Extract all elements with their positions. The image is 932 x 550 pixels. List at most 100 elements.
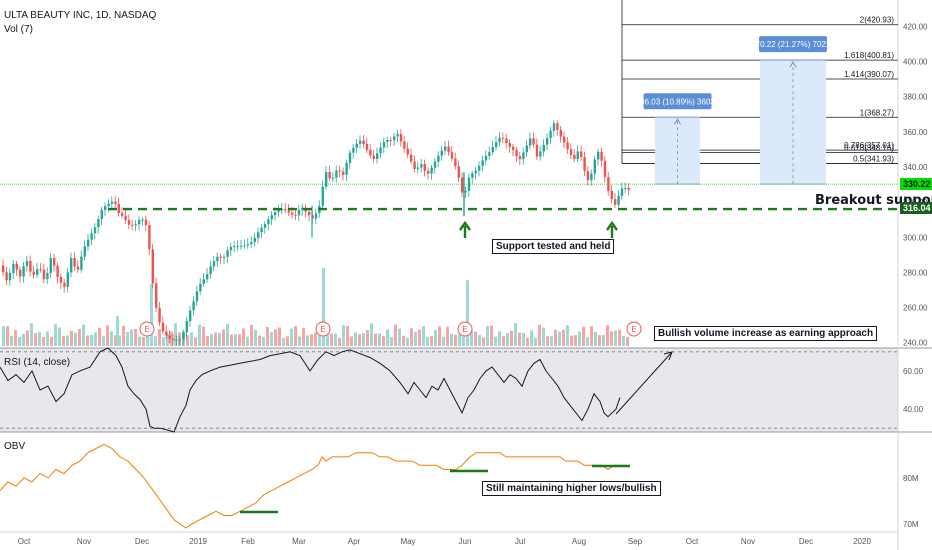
candle-body — [117, 204, 120, 214]
volume-bar — [374, 333, 377, 346]
candle-body — [321, 186, 324, 206]
candle-body — [158, 307, 161, 323]
volume-bar — [414, 331, 417, 346]
volume-bar — [578, 331, 581, 346]
candle-body — [42, 269, 46, 280]
fibonacci-level-label: 1.618(400.81) — [844, 51, 894, 60]
candle-body — [104, 206, 107, 210]
candle-body — [478, 165, 481, 171]
volume-bar — [554, 329, 557, 346]
volume-bar — [162, 337, 165, 346]
candle-body — [76, 266, 80, 270]
volume-bar — [310, 334, 313, 346]
candle-body — [331, 177, 335, 179]
volume-bar — [206, 336, 209, 346]
candle-body — [345, 162, 348, 175]
time-tick-label: 2020 — [853, 537, 871, 546]
candle-body — [63, 282, 66, 287]
candle-body — [515, 150, 518, 157]
volume-bar — [518, 332, 521, 346]
volume-bar — [498, 331, 501, 346]
obv-tick-label: 70M — [903, 520, 919, 529]
volume-bar — [354, 332, 357, 346]
rsi-indicator-label: RSI (14, close) — [4, 357, 71, 368]
volume-bar — [82, 324, 85, 346]
price-tick-label: 340.00 — [903, 163, 928, 172]
candle-body — [236, 245, 239, 247]
volume-bar — [582, 326, 585, 346]
volume-bar — [474, 331, 477, 346]
volume-bar — [486, 325, 489, 346]
candle-body — [525, 145, 528, 153]
volume-bar — [390, 337, 393, 346]
candle-body — [389, 139, 392, 141]
candle-body — [559, 129, 562, 137]
candle-body — [359, 140, 362, 144]
candle-body — [229, 246, 233, 251]
volume-bar — [386, 329, 389, 346]
candle-body — [386, 139, 389, 142]
target-label-box — [759, 36, 827, 53]
volume-bar — [306, 335, 309, 346]
candle-body — [563, 136, 566, 143]
obv-note[interactable]: Still maintaining higher lows/bullish — [482, 481, 661, 496]
volume-bar — [190, 332, 193, 346]
candle-body — [301, 207, 304, 210]
volume-bar — [250, 324, 253, 346]
candle-body — [556, 123, 559, 130]
candle-body — [495, 142, 498, 148]
volume-bar — [402, 335, 405, 346]
volume-bar — [270, 331, 273, 346]
candle-body — [532, 138, 535, 145]
rsi-trend-arrow-head — [663, 351, 673, 361]
time-tick-label: Nov — [77, 537, 91, 546]
volume-bar — [522, 332, 525, 346]
price-tick-label: 420.00 — [903, 22, 928, 31]
candle-body — [338, 170, 341, 172]
candle-body — [141, 219, 144, 221]
candle-body — [501, 137, 505, 139]
volume-bar — [158, 328, 161, 346]
candle-body — [127, 220, 131, 225]
volume-bar — [238, 334, 241, 346]
candle-body — [498, 137, 501, 143]
earnings-marker-label: E — [144, 325, 149, 334]
support-held-note[interactable]: Support tested and held — [492, 239, 615, 254]
candle-body — [413, 161, 416, 170]
candle-body — [287, 210, 290, 213]
candle-body — [80, 256, 83, 270]
volume-bar — [218, 332, 221, 346]
candle-body — [403, 141, 406, 149]
volume-bar — [566, 325, 569, 346]
volume-bar — [574, 335, 577, 346]
volume-bar — [538, 324, 541, 346]
candle-body — [46, 272, 49, 280]
candle-body — [593, 159, 596, 174]
volume-bar — [546, 336, 549, 346]
fibonacci-level-label: 1(368.27) — [860, 108, 895, 117]
volume-note[interactable]: Bullish volume increase as earning appro… — [654, 326, 878, 341]
candle-body — [270, 215, 273, 220]
candle-body — [59, 277, 63, 283]
earnings-marker-label: E — [631, 325, 636, 334]
candle-body — [87, 239, 90, 247]
volume-bar — [418, 329, 421, 346]
candle-body — [226, 250, 229, 257]
volume-spike-bar — [322, 268, 325, 346]
volume-bar — [226, 323, 229, 346]
chart-title: ULTA BEAUTY INC, 1D, NASDAQ — [4, 10, 157, 21]
candle-body — [406, 148, 409, 155]
volume-bar — [590, 326, 593, 346]
candle-body — [586, 171, 590, 181]
support-price-tag: 316.04 — [900, 202, 932, 214]
volume-bar — [42, 337, 45, 346]
candle-body — [70, 258, 73, 273]
candle-body — [376, 153, 379, 159]
volume-bar — [38, 332, 41, 346]
volume-bar — [242, 328, 245, 346]
price-tick-label: 280.00 — [903, 268, 928, 277]
time-tick-label: 2019 — [189, 537, 207, 546]
volume-bar — [294, 326, 297, 346]
candle-body — [600, 151, 603, 161]
